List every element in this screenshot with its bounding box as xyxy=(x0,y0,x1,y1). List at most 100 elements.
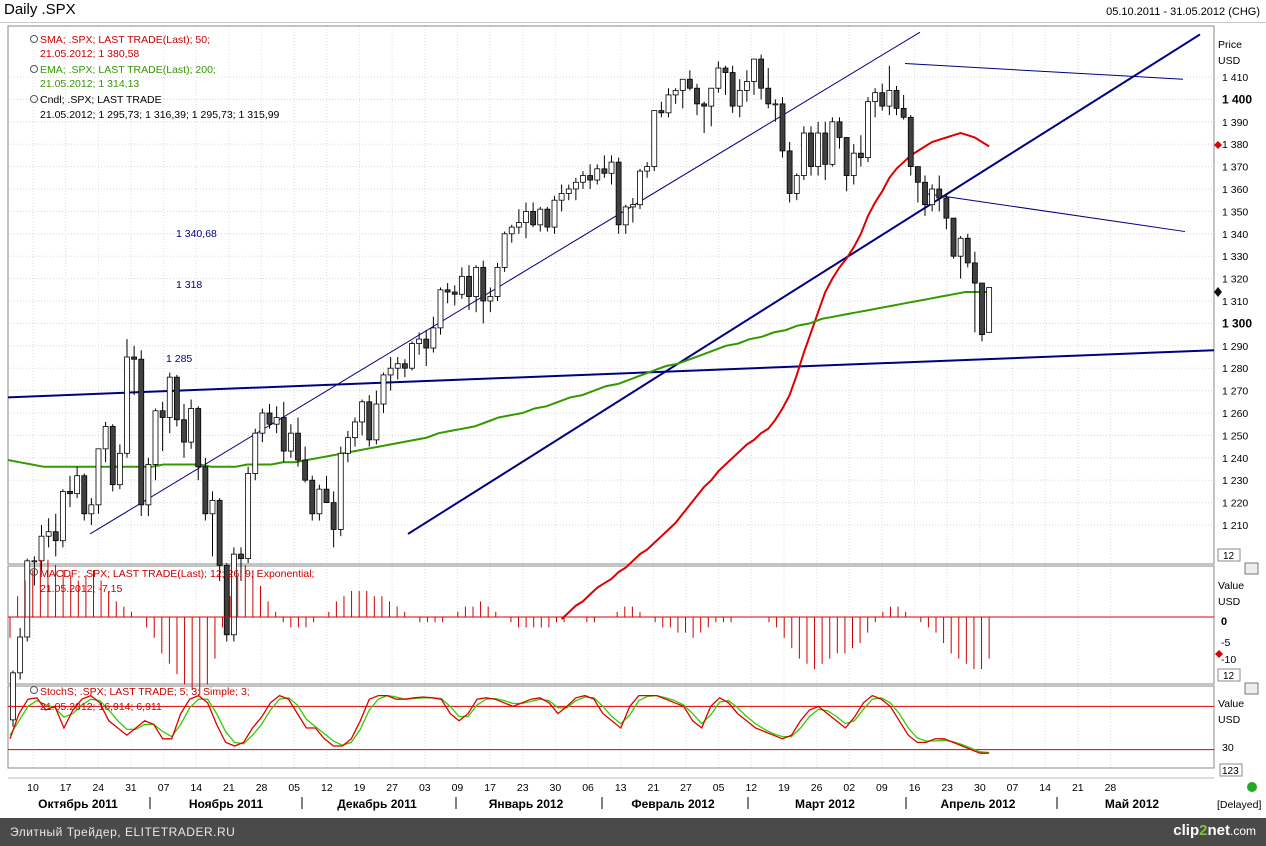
legend-close-icon[interactable] xyxy=(30,65,38,73)
descending-channel-bottom xyxy=(924,192,1186,233)
candle-body xyxy=(131,356,138,360)
candle-body xyxy=(637,170,643,206)
price-tick-label: 1 410 xyxy=(1222,72,1248,84)
stoch-panel-frame xyxy=(7,685,1215,769)
day-tick-label: 05 xyxy=(288,782,300,794)
candle-legend-label: Cndl; .SPX; LAST TRADE xyxy=(40,94,162,106)
candle-body xyxy=(857,152,864,159)
scale-box[interactable] xyxy=(1219,763,1243,777)
candle-body xyxy=(216,499,223,566)
price-tick-label: 1 320 xyxy=(1222,274,1248,286)
legend-close-icon[interactable] xyxy=(30,35,38,43)
footer-bar: Элитный Трейдер, ELITETRADER.RU clip2net… xyxy=(0,818,1266,846)
day-tick-label: 19 xyxy=(354,782,366,794)
candle-body xyxy=(708,87,715,107)
candle-body xyxy=(964,237,971,264)
candle-body xyxy=(523,210,529,223)
candle-body xyxy=(822,132,829,165)
legend-close-icon[interactable] xyxy=(30,686,38,694)
price-legend: SMA; .SPX; LAST TRADE(Last); 50; 21.05.2… xyxy=(30,34,280,121)
chart-header: Daily .SPX 05.10.2011 - 31.05.2012 (CHG) xyxy=(0,0,1266,23)
candle-body xyxy=(430,327,437,349)
candle-body xyxy=(102,426,109,450)
macd-value-marker xyxy=(1215,650,1223,658)
price-tick-label: 1 360 xyxy=(1222,184,1248,196)
candle-body xyxy=(829,121,836,165)
day-tick-label: 21 xyxy=(1072,782,1084,794)
candle-body xyxy=(416,338,423,344)
candle-body xyxy=(544,208,551,228)
candle-body xyxy=(515,222,522,228)
day-tick-label: 05 xyxy=(713,782,725,794)
time-axis: 10 17 24 31 07 14 21 28 05 12 19 27 03 09 17 23 30 06 13 21… xyxy=(8,777,1214,811)
day-tick-label: 12 xyxy=(745,782,757,794)
candle-body xyxy=(694,87,700,105)
candle-body xyxy=(929,188,936,206)
candle-body xyxy=(758,58,765,89)
stoch-k-line xyxy=(9,694,990,754)
candle-body xyxy=(10,672,16,721)
candle-body xyxy=(943,197,950,219)
candle-body xyxy=(501,233,508,268)
candle-body xyxy=(302,459,309,481)
candle-body xyxy=(957,237,964,257)
candle-body xyxy=(38,535,45,562)
price-panel-frame xyxy=(7,25,1215,565)
candle-body xyxy=(159,410,166,418)
candle-body xyxy=(259,412,266,434)
stoch-axis-unit: USD xyxy=(1218,714,1241,726)
candle-body xyxy=(786,150,793,194)
month-tick-label: Март 2012 xyxy=(795,797,855,811)
candle-body xyxy=(466,275,472,297)
chart-canvas[interactable]: SMA; .SPX; LAST TRADE(Last); 50; 21.05.2… xyxy=(0,22,1266,818)
day-tick-label: 31 xyxy=(125,782,137,794)
candle-body xyxy=(843,137,850,176)
candle-body xyxy=(188,408,195,443)
candle-body xyxy=(936,188,943,199)
level-label: 1 340,68 xyxy=(176,228,217,240)
grid-lines xyxy=(8,26,1214,768)
macd-tick: 0 xyxy=(1221,616,1227,628)
candle-body xyxy=(722,67,729,73)
price-tick-label: 1 350 xyxy=(1222,206,1248,218)
candle-body xyxy=(971,262,978,284)
day-tick-label: 30 xyxy=(974,782,986,794)
candle-body xyxy=(344,437,351,454)
candle-body xyxy=(865,101,871,159)
ema-legend-label: EMA; .SPX; LAST TRADE(Last); 200; xyxy=(40,64,216,76)
candlestick-series xyxy=(10,54,993,727)
price-tick-label: 1 230 xyxy=(1222,475,1248,487)
macd-tick: -10 xyxy=(1221,654,1236,666)
sma-legend-label: SMA; .SPX; LAST TRADE(Last); 50; xyxy=(40,34,210,46)
panel-minimize-button[interactable] xyxy=(1244,682,1259,695)
scale-box[interactable] xyxy=(1217,548,1241,562)
candle-body xyxy=(437,289,444,329)
candle-body xyxy=(800,132,807,176)
candle-body xyxy=(893,90,900,109)
candle-body xyxy=(223,564,230,636)
candle-body xyxy=(273,417,280,425)
candle-body xyxy=(166,376,173,418)
candle-body xyxy=(359,401,366,423)
scale-box[interactable] xyxy=(1217,668,1241,682)
legend-close-icon[interactable] xyxy=(30,95,38,103)
day-tick-label: 23 xyxy=(517,782,529,794)
candle-body xyxy=(836,121,843,138)
price-tick-label: 1 310 xyxy=(1222,296,1248,308)
price-tick-label: 1 290 xyxy=(1222,341,1248,353)
candle-body xyxy=(352,421,358,439)
scale-box-label: 12 xyxy=(1223,671,1235,682)
month-tick-label: Апрель 2012 xyxy=(941,797,1016,811)
candle-body xyxy=(287,432,294,452)
candle-body xyxy=(181,419,187,443)
corner-controls: 12 12 123 xyxy=(1217,548,1259,792)
price-tick-label: 1 270 xyxy=(1222,386,1248,398)
legend-close-icon[interactable] xyxy=(30,568,38,576)
candle-body xyxy=(715,67,722,89)
stoch-tick: 30 xyxy=(1222,742,1234,754)
panel-minimize-button[interactable] xyxy=(1244,562,1259,575)
candle-body xyxy=(74,475,81,495)
macd-legend-value: 21.05.2012; -7,15 xyxy=(40,583,122,595)
candle-body xyxy=(530,210,537,226)
candle-body xyxy=(608,161,615,174)
